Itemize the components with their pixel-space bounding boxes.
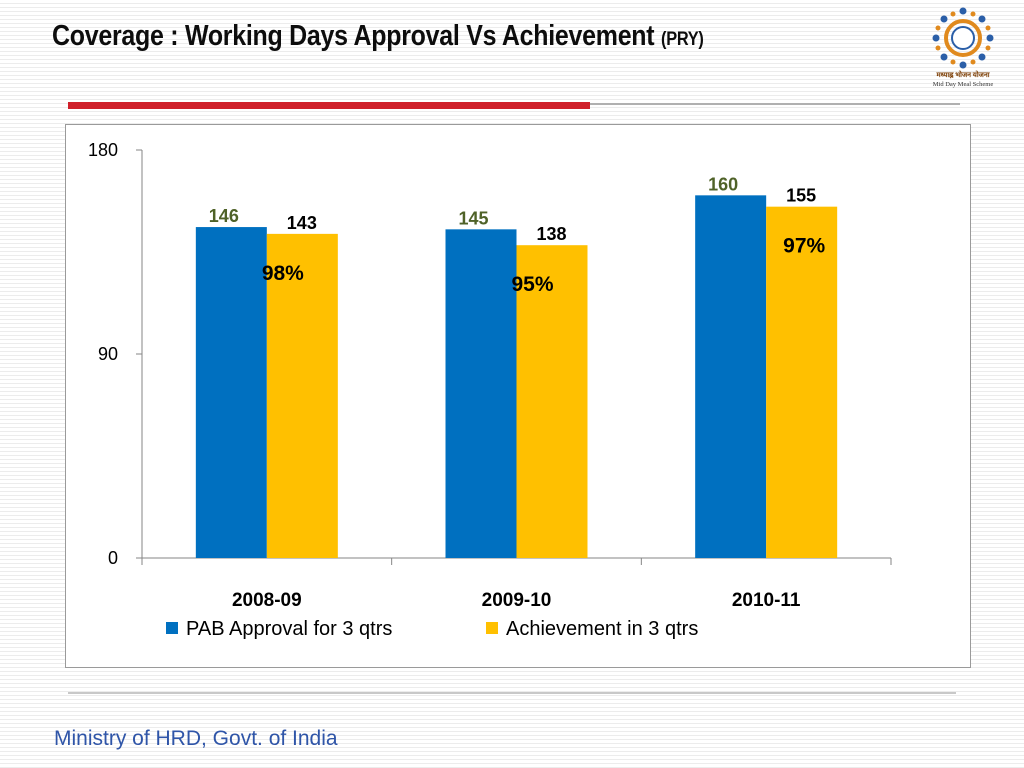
logo-emblem-icon xyxy=(932,7,994,69)
percentage-annotation: 95% xyxy=(511,273,553,296)
x-tick-label: 2009-10 xyxy=(482,590,552,611)
x-tick-label: 2010-11 xyxy=(732,590,801,611)
title-underline-red xyxy=(68,102,590,109)
y-tick-label: 0 xyxy=(108,548,118,568)
title-underline-grey xyxy=(590,103,960,105)
data-label: 145 xyxy=(458,208,488,228)
footer-text: Ministry of HRD, Govt. of India xyxy=(54,727,338,750)
footer-divider xyxy=(68,692,956,694)
y-tick-label: 90 xyxy=(98,344,118,364)
slide-title: Coverage : Working Days Approval Vs Achi… xyxy=(52,20,704,53)
x-tick-label: 2008-09 xyxy=(232,590,302,611)
legend-swatch xyxy=(166,622,178,634)
logo-hindi-text: मध्याह्न भोजन योजना xyxy=(936,71,990,79)
data-label: 138 xyxy=(536,224,566,244)
logo-english-text: Mid Day Meal Scheme xyxy=(932,81,994,88)
y-tick-label: 180 xyxy=(88,140,118,160)
mid-day-meal-logo: मध्याह्न भोजन योजना Mid Day Meal Scheme xyxy=(922,2,1004,94)
bar-achievement-2009-10 xyxy=(516,245,588,558)
data-label: 143 xyxy=(287,213,317,233)
chart-panel: 090180No. of Working Days1461432008-0914… xyxy=(65,124,971,668)
bar-approval-2008-09 xyxy=(195,227,267,559)
bar-approval-2010-11 xyxy=(695,195,767,558)
bar-chart: 090180No. of Working Days1461432008-0914… xyxy=(88,140,892,640)
data-label: 146 xyxy=(209,206,239,226)
bar-achievement-2008-09 xyxy=(266,233,338,558)
bar-achievement-2010-11 xyxy=(766,206,838,558)
percentage-annotation: 98% xyxy=(262,262,304,285)
legend-label: Achievement in 3 qtrs xyxy=(506,618,698,640)
percentage-annotation: 97% xyxy=(783,235,825,258)
legend-label: PAB Approval for 3 qtrs xyxy=(186,618,392,640)
data-label: 155 xyxy=(786,186,816,206)
legend-swatch xyxy=(486,622,498,634)
data-label: 160 xyxy=(708,174,738,194)
title-suffix: (PRY) xyxy=(661,29,704,50)
title-main: Coverage : Working Days Approval Vs Achi… xyxy=(52,20,655,52)
bar-approval-2009-10 xyxy=(445,229,517,558)
